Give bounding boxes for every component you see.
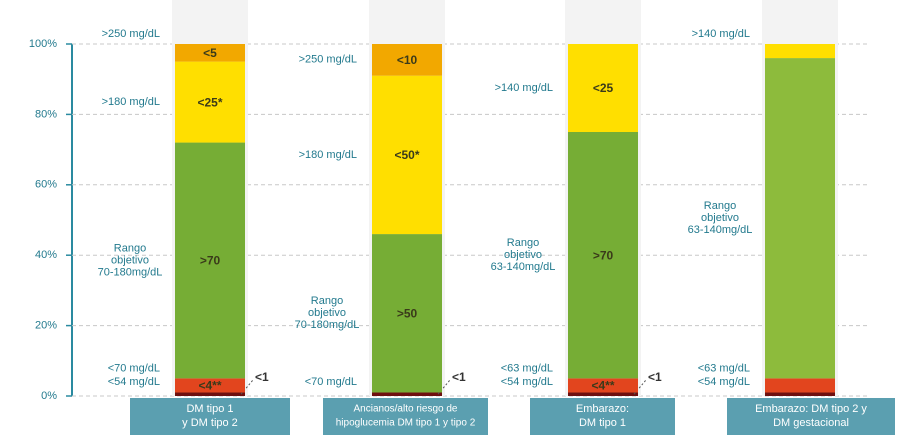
- category-label: Embarazo: DM tipo 2 y: [755, 403, 867, 415]
- segment-label: <5: [203, 46, 217, 60]
- category-box: [530, 398, 675, 435]
- range-label: >180 mg/dL: [102, 96, 160, 108]
- range-label: 70-180mg/dL: [98, 266, 163, 278]
- range-label: 70-180mg/dL: [295, 319, 360, 331]
- category-box: [130, 398, 290, 435]
- category-box: [727, 398, 895, 435]
- segment-label: >70: [200, 254, 221, 268]
- segment-label: >50: [397, 306, 418, 320]
- bar-segment: [372, 234, 442, 393]
- bar-segment: [175, 142, 245, 379]
- range-label: objetivo: [504, 249, 542, 261]
- bar-segment: [175, 44, 245, 62]
- range-label: Rango: [311, 295, 343, 307]
- bar-segment: [568, 44, 638, 132]
- range-label: <54 mg/dL: [108, 376, 160, 388]
- y-tick-label: 40%: [35, 249, 57, 261]
- category-label: DM gestacional: [773, 417, 849, 429]
- segment-label: <1: [452, 370, 466, 384]
- bar-segment: [372, 44, 442, 76]
- bar-segment: [372, 75, 442, 235]
- category-label: DM tipo 1: [186, 403, 233, 415]
- range-label: <54 mg/dL: [698, 376, 750, 388]
- category-label: Embarazo:: [576, 403, 629, 415]
- leader-line: [240, 379, 254, 395]
- segment-label: <4**: [591, 379, 614, 393]
- range-label: >250 mg/dL: [102, 28, 160, 40]
- range-label: <63 mg/dL: [698, 362, 750, 374]
- segment-label: <25*: [197, 95, 222, 109]
- category-label: hipoglucemia DM tipo 1 y tipo 2: [336, 418, 476, 429]
- segment-label: <1: [255, 370, 269, 384]
- category-label: Ancianos/alto riesgo de: [354, 404, 458, 415]
- y-tick-label: 60%: [35, 179, 57, 191]
- range-label: >140 mg/dL: [495, 82, 553, 94]
- bar-segment: [175, 392, 245, 396]
- range-label: Rango: [114, 242, 146, 254]
- bar-segment: [765, 392, 835, 396]
- y-tick-label: 100%: [29, 38, 57, 50]
- bar-segment: [175, 378, 245, 393]
- y-tick-label: 0%: [41, 390, 57, 402]
- bar-segment: [765, 58, 835, 379]
- segment-label: <4**: [198, 379, 221, 393]
- bar-segment: [568, 378, 638, 393]
- y-tick-label: 20%: [35, 320, 57, 332]
- segment-label: >70: [593, 248, 614, 262]
- range-label: <70 mg/dL: [305, 376, 357, 388]
- range-label: Rango: [507, 237, 539, 249]
- range-label: objetivo: [308, 307, 346, 319]
- segment-label: <25: [593, 81, 614, 95]
- range-label: objetivo: [111, 254, 149, 266]
- category-label: y DM tipo 2: [182, 417, 238, 429]
- range-label: >180 mg/dL: [299, 149, 357, 161]
- leader-line: [437, 379, 451, 395]
- range-label: <54 mg/dL: [501, 376, 553, 388]
- category-label: DM tipo 1: [579, 417, 626, 429]
- range-label: Rango: [704, 200, 736, 212]
- bar-segment: [765, 378, 835, 393]
- bar-segment: [175, 61, 245, 143]
- range-label: >250 mg/dL: [299, 54, 357, 66]
- category-box: [323, 398, 488, 435]
- range-label: 63-140mg/dL: [688, 224, 753, 236]
- y-tick-label: 80%: [35, 108, 57, 120]
- segment-label: <1: [648, 370, 662, 384]
- range-label: >140 mg/dL: [692, 28, 750, 40]
- range-label: objetivo: [701, 212, 739, 224]
- range-label: <70 mg/dL: [108, 362, 160, 374]
- range-label: <63 mg/dL: [501, 362, 553, 374]
- bar-segment: [568, 392, 638, 396]
- segment-label: <50*: [394, 148, 419, 162]
- bar-segment: [372, 392, 442, 396]
- range-label: 63-140mg/dL: [491, 261, 556, 273]
- leader-line: [633, 379, 647, 395]
- bar-segment: [568, 132, 638, 379]
- segment-label: <10: [397, 53, 418, 67]
- bar-segment: [765, 44, 835, 59]
